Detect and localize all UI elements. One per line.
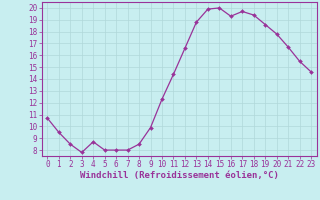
X-axis label: Windchill (Refroidissement éolien,°C): Windchill (Refroidissement éolien,°C) [80,171,279,180]
